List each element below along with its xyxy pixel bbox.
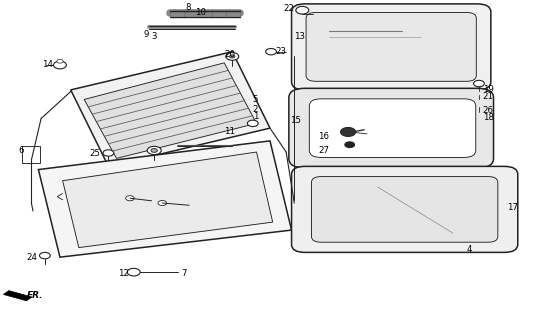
Circle shape	[39, 252, 50, 259]
Text: 17: 17	[507, 203, 518, 212]
Polygon shape	[38, 141, 292, 257]
Circle shape	[345, 142, 355, 148]
Text: 1: 1	[253, 113, 258, 122]
Text: 2: 2	[253, 105, 258, 114]
Circle shape	[474, 80, 484, 87]
Text: 9: 9	[144, 30, 149, 39]
Text: 25: 25	[89, 149, 100, 158]
Text: 4: 4	[467, 245, 472, 254]
Circle shape	[474, 101, 484, 108]
Polygon shape	[71, 52, 270, 166]
Circle shape	[151, 148, 158, 152]
Text: FR.: FR.	[26, 291, 43, 300]
Circle shape	[226, 52, 239, 60]
Circle shape	[247, 120, 258, 126]
FancyBboxPatch shape	[312, 177, 498, 242]
Circle shape	[158, 200, 166, 205]
FancyBboxPatch shape	[289, 88, 494, 168]
Circle shape	[127, 268, 140, 276]
Polygon shape	[22, 146, 40, 163]
Circle shape	[474, 88, 484, 95]
Text: 24: 24	[26, 253, 37, 262]
Circle shape	[126, 196, 134, 201]
Text: 13: 13	[294, 32, 305, 41]
Circle shape	[341, 127, 356, 136]
Circle shape	[57, 59, 63, 63]
FancyBboxPatch shape	[292, 4, 491, 90]
Circle shape	[53, 61, 66, 69]
Text: 14: 14	[43, 60, 53, 69]
Text: 23: 23	[275, 47, 286, 56]
Text: 18: 18	[483, 114, 494, 123]
Text: 6: 6	[18, 146, 24, 155]
Circle shape	[230, 55, 235, 58]
Text: 3: 3	[151, 32, 157, 41]
Text: 15: 15	[290, 116, 301, 125]
FancyBboxPatch shape	[292, 166, 518, 252]
Polygon shape	[84, 63, 256, 158]
Text: 19: 19	[483, 85, 494, 94]
Text: 12: 12	[118, 268, 129, 278]
Text: 16: 16	[318, 132, 329, 140]
FancyBboxPatch shape	[306, 12, 476, 81]
Text: 11: 11	[224, 127, 235, 136]
Text: 20: 20	[224, 50, 235, 59]
Text: 27: 27	[318, 146, 329, 155]
Circle shape	[266, 49, 276, 55]
Circle shape	[147, 146, 161, 155]
Text: 7: 7	[181, 268, 187, 278]
Text: 26: 26	[483, 106, 494, 115]
FancyBboxPatch shape	[309, 99, 476, 157]
Polygon shape	[3, 291, 32, 301]
Text: 5: 5	[253, 95, 258, 104]
Circle shape	[296, 6, 309, 14]
Text: 8: 8	[185, 3, 191, 12]
Circle shape	[474, 110, 484, 116]
Polygon shape	[63, 152, 273, 248]
Circle shape	[103, 150, 114, 156]
Text: 22: 22	[284, 4, 294, 13]
Text: 10: 10	[194, 8, 206, 17]
Text: 21: 21	[483, 92, 494, 101]
